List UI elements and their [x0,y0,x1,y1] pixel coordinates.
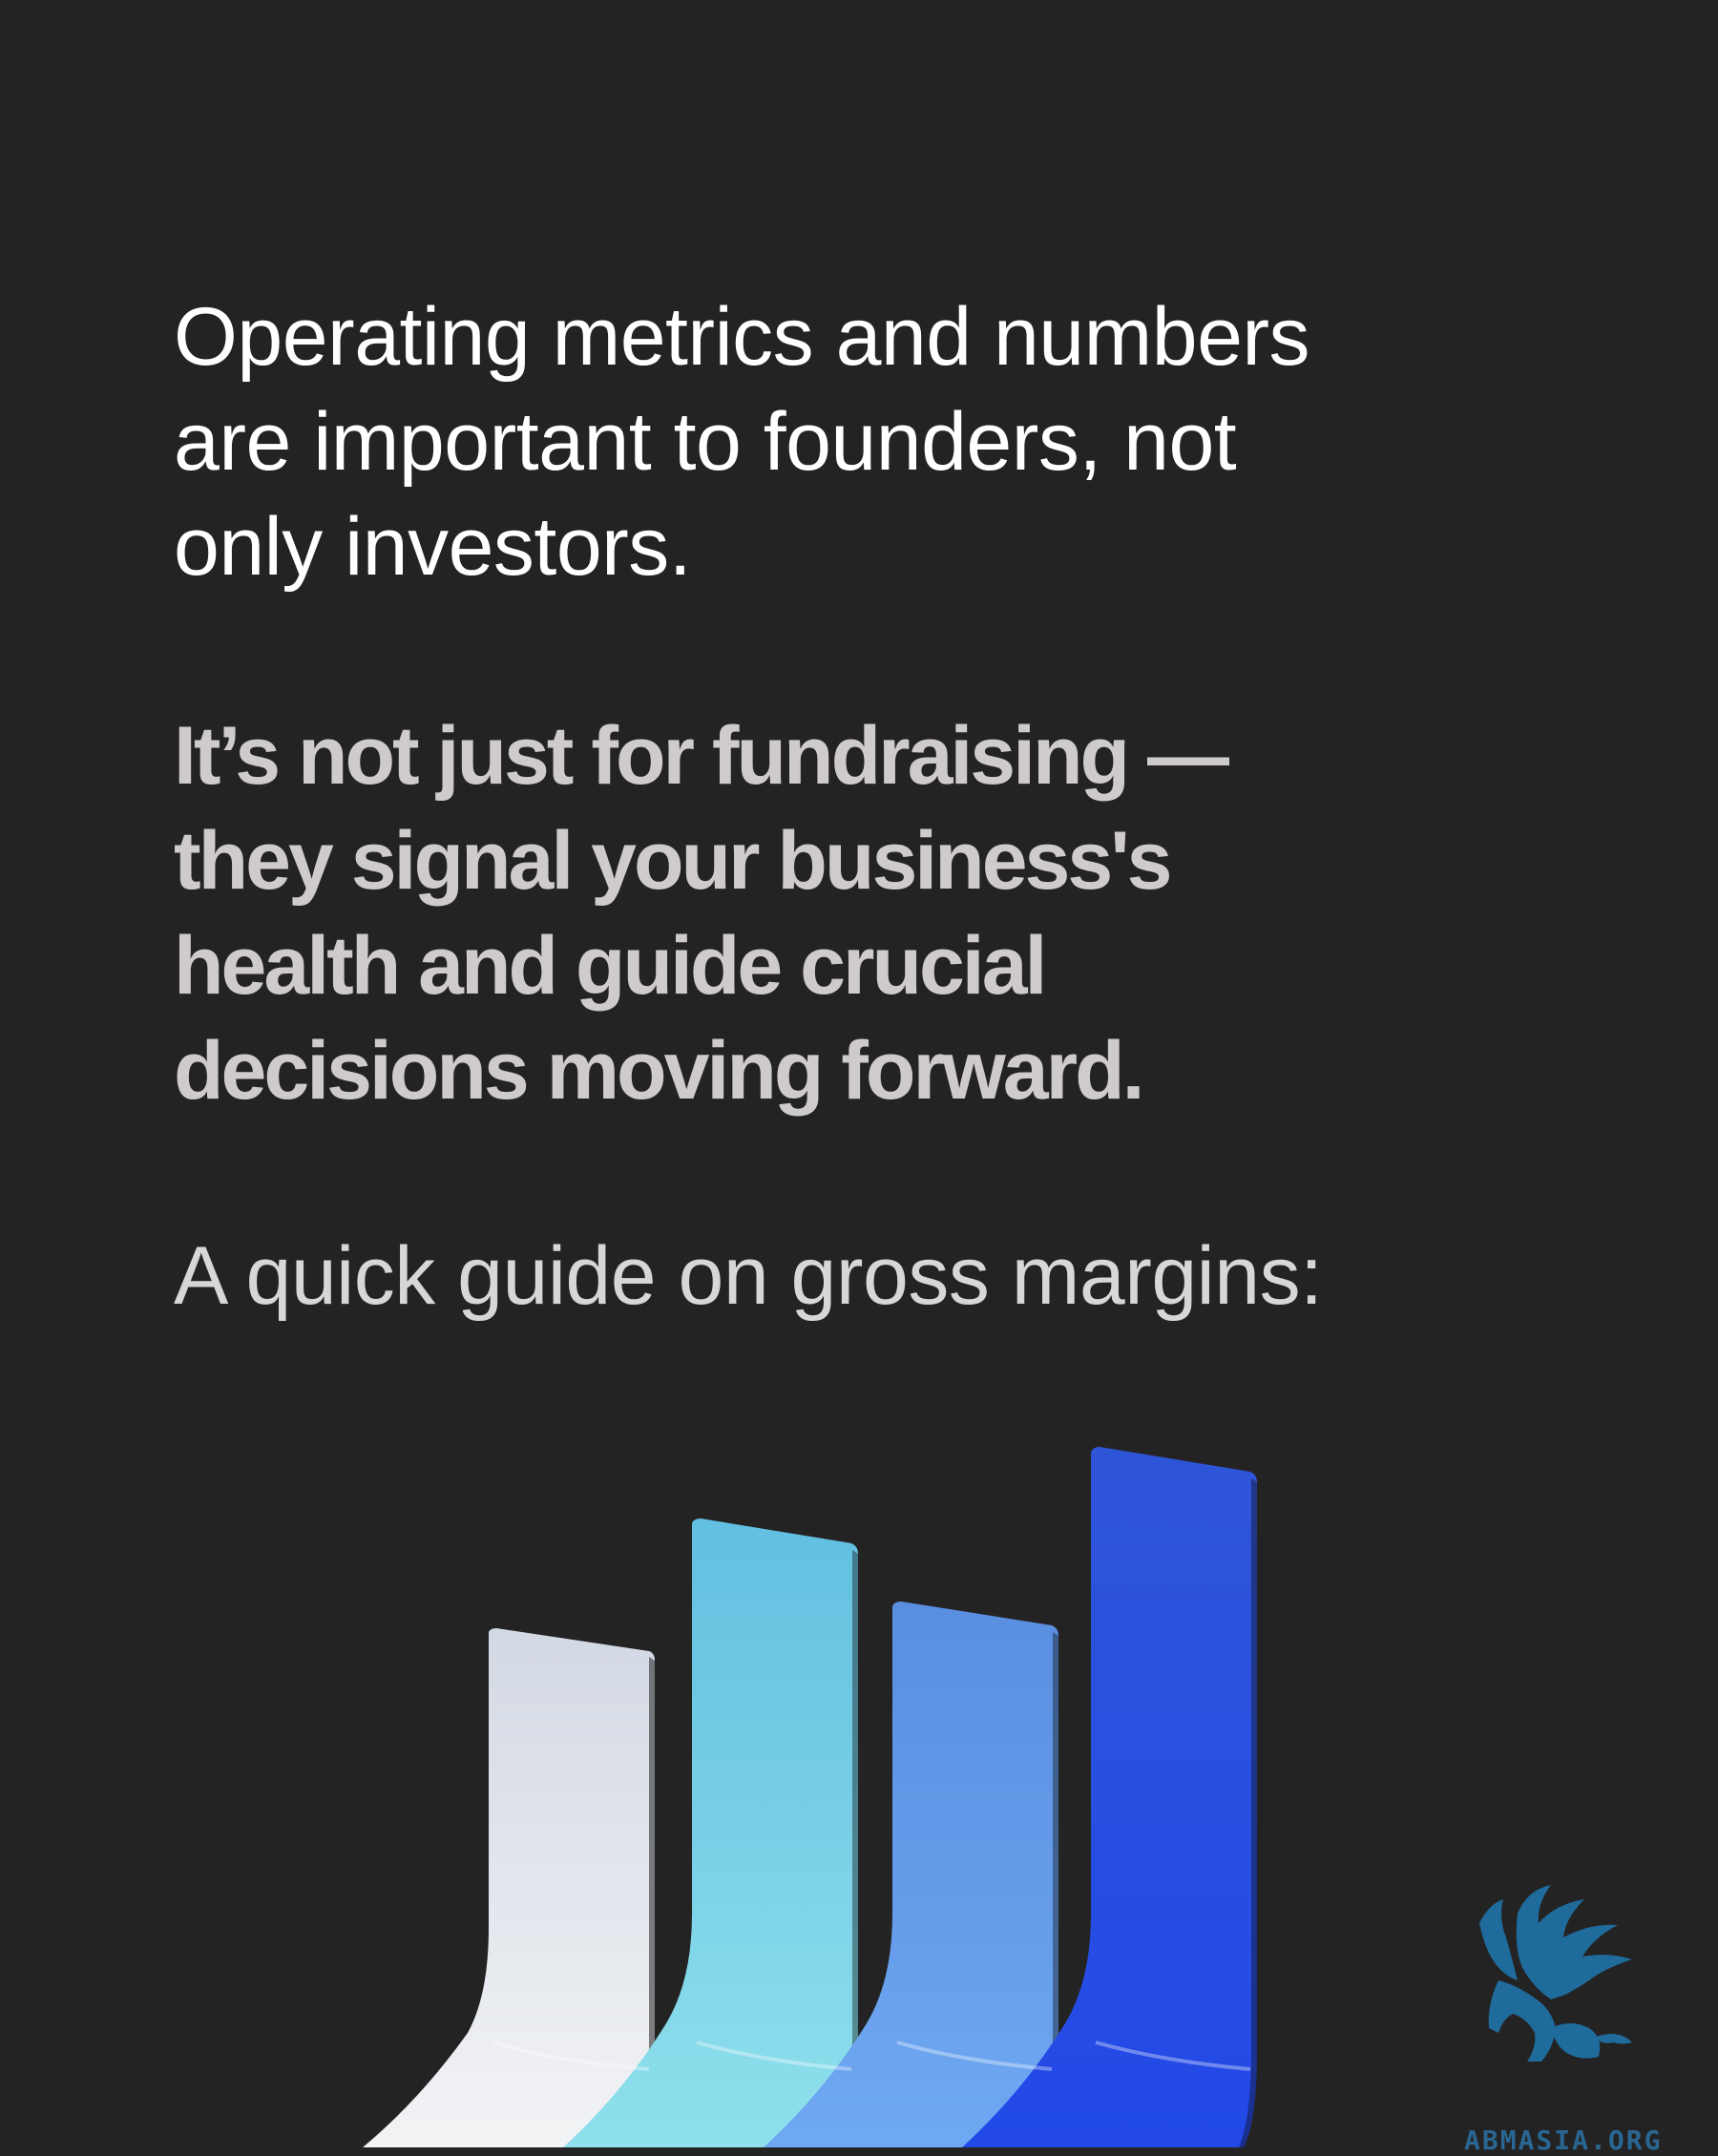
emphasis-line: they signal your business's [174,815,1172,907]
emphasis-line: It’s not just for fundraising — [174,710,1229,802]
guide-heading: A quick guide on gross margins: [174,1224,1605,1329]
intro-line: only investors. [174,501,692,593]
logo-wordmark: ABMASIA.ORG [1464,2125,1663,2156]
emphasis-paragraph: It’s not just for fundraising — they sig… [174,703,1605,1123]
intro-line: are important to founders, not [174,396,1237,488]
guide-text: A quick guide on gross margins: [174,1230,1323,1322]
intro-line: Operating metrics and numbers [174,291,1310,383]
bar-4 [962,1447,1257,2147]
bar-3 [764,1601,1058,2147]
rising-bars-illustration [363,1447,1257,2147]
griffin-logo-icon [1479,1885,1632,2062]
bar-2 [563,1518,858,2147]
bar-1 [363,1628,655,2147]
emphasis-line: decisions moving forward. [174,1025,1145,1117]
emphasis-line: health and guide crucial [174,920,1047,1012]
intro-paragraph: Operating metrics and numbers are import… [174,284,1605,599]
